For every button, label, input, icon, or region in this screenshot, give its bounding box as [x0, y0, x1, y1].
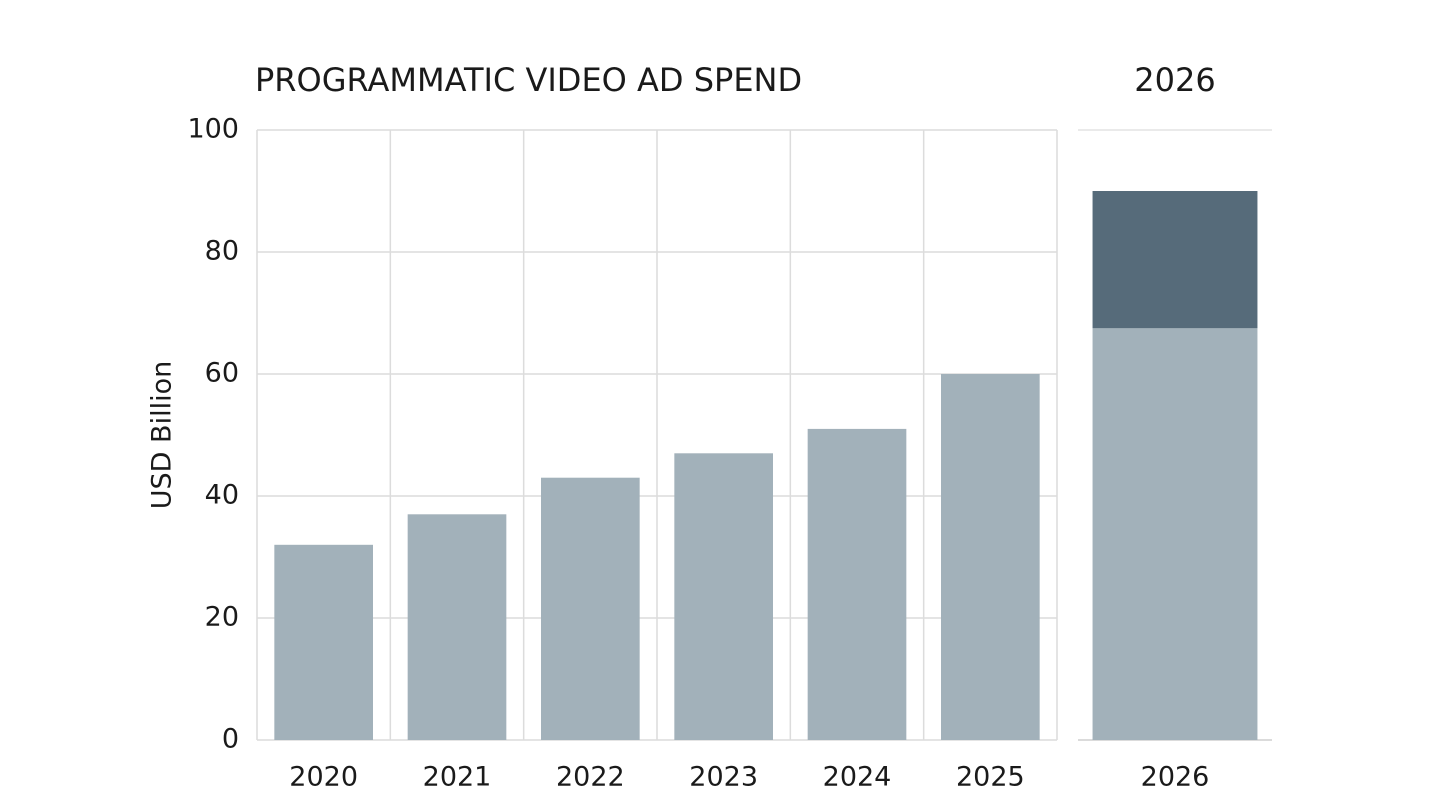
bar: [407, 514, 507, 740]
bar: [941, 374, 1040, 740]
bar-segment: [1092, 191, 1258, 329]
x-tick-label: 2021: [423, 762, 492, 793]
y-tick-label: 40: [205, 480, 239, 511]
x-tick-label: 2024: [823, 762, 892, 793]
bar: [274, 544, 373, 740]
y-tick-label: 0: [222, 724, 239, 755]
x-tick-label: 2020: [289, 762, 358, 793]
x-tick-label: 2025: [956, 762, 1025, 793]
chart-title: PROGRAMMATIC VIDEO AD SPEND: [255, 61, 802, 99]
y-tick-label: 20: [205, 602, 239, 633]
bar-segment: [1092, 328, 1258, 740]
panel-title: 2026: [1134, 61, 1215, 99]
bar: [807, 428, 907, 740]
y-tick-label: 80: [205, 236, 239, 267]
bar: [674, 453, 773, 740]
y-axis-label: USD Billion: [147, 361, 178, 509]
x-tick-label: 2026: [1141, 762, 1210, 793]
x-tick-label: 2023: [689, 762, 758, 793]
y-tick-label: 100: [187, 114, 239, 145]
x-tick-label: 2022: [556, 762, 625, 793]
y-tick-label: 60: [205, 358, 239, 389]
bar: [541, 477, 640, 740]
